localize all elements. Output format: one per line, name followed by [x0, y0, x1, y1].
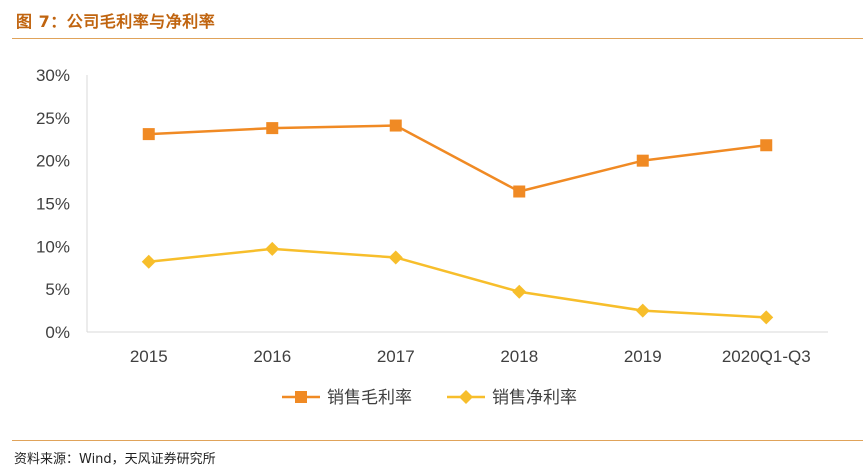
- title-divider: [12, 38, 863, 39]
- data-point-marker: [265, 241, 280, 256]
- data-point-marker: [513, 185, 526, 198]
- data-point-marker: [636, 154, 649, 167]
- x-tick-label: 2020Q1-Q3: [722, 347, 811, 366]
- y-tick-label: 20%: [36, 152, 70, 171]
- series-line: [148, 124, 767, 193]
- line-chart: 0% 5% 10% 15% 20% 25% 30% 2015 2016 2017 2018 2019…: [36, 66, 828, 408]
- legend-label: 销售毛利率: [327, 388, 412, 408]
- legend-marker: [295, 391, 307, 403]
- x-tick-labels: 2015 2016 2017 2018 2019 2020Q1-Q3: [130, 347, 811, 366]
- x-tick-label: 2019: [624, 347, 662, 366]
- chart-axes: [86, 75, 828, 333]
- y-tick-label: 0%: [45, 323, 70, 342]
- series-layer: [141, 119, 774, 325]
- y-tick-label: 10%: [36, 237, 70, 256]
- y-tick-label: 25%: [36, 109, 70, 128]
- legend-label: 销售净利率: [492, 388, 577, 408]
- data-point-marker: [266, 122, 279, 135]
- source-note: 资料来源：Wind，天风证券研究所: [14, 452, 216, 467]
- data-point-marker: [388, 250, 403, 265]
- data-point-marker: [141, 254, 156, 269]
- data-point-marker: [142, 128, 155, 141]
- x-tick-label: 2016: [253, 347, 291, 366]
- source-divider: [12, 440, 863, 441]
- x-tick-label: 2015: [130, 347, 168, 366]
- data-point-marker: [635, 303, 650, 318]
- data-point-marker: [759, 310, 774, 325]
- data-point-marker: [389, 119, 402, 132]
- y-tick-label: 15%: [36, 195, 70, 214]
- legend-item: 销售毛利率: [282, 388, 412, 408]
- series-line: [148, 247, 767, 319]
- data-point-marker: [512, 284, 527, 299]
- chart-legend: 销售毛利率 销售净利率: [282, 388, 577, 408]
- legend-item: 销售净利率: [447, 388, 577, 408]
- legend-marker: [459, 390, 473, 404]
- data-point-marker: [760, 139, 773, 152]
- figure-title: 图 7：公司毛利率与净利率: [16, 12, 216, 31]
- series-2: [141, 241, 774, 325]
- x-tick-label: 2017: [377, 347, 415, 366]
- series-1: [142, 119, 773, 198]
- x-tick-label: 2018: [500, 347, 538, 366]
- y-tick-labels: 0% 5% 10% 15% 20% 25% 30%: [36, 66, 70, 342]
- y-tick-label: 5%: [45, 280, 70, 299]
- y-tick-label: 30%: [36, 66, 70, 85]
